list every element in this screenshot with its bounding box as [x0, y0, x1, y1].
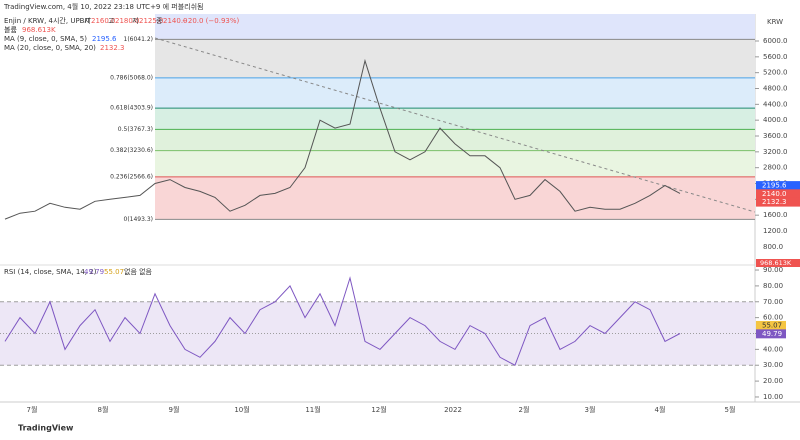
fib-label: 0.786(5068.0) [110, 74, 153, 81]
y-tick-label: 3200.0 [763, 148, 788, 156]
price-marker [756, 181, 800, 191]
y-tick-label: 2800.0 [763, 164, 788, 172]
rsi-tick-label: 80.00 [763, 282, 783, 290]
legend-volume: 968.613K [22, 26, 56, 34]
fib-zone [155, 176, 755, 220]
rsi-tick-label: 20.00 [763, 377, 783, 385]
legend-change: −20.0 (−0.93%) [182, 17, 240, 25]
volume-marker-label: 968.613K [760, 259, 792, 267]
volume-tick-label: 800.0 [763, 243, 783, 251]
fib-label: 0.382(3230.6) [110, 147, 153, 154]
fib-zone [155, 108, 755, 130]
legend-ma20: 2132.3 [100, 44, 125, 52]
y-tick-label: 4000.0 [763, 116, 788, 124]
ohlc-label: 고 [108, 17, 115, 25]
y-tick-label: 4400.0 [763, 100, 788, 108]
rsi-title: RSI (14, close, SMA, 14, 2) [4, 268, 97, 276]
y-tick-label: 5200.0 [763, 69, 788, 77]
fib-zone [155, 129, 755, 151]
rsi-tick-label: 70.00 [763, 298, 783, 306]
x-tick-label: 4월 [655, 405, 666, 414]
rsi-tick-label: 60.00 [763, 314, 783, 322]
rsi-band-fill [0, 301, 755, 366]
ohlc-label: 저 [132, 16, 138, 25]
legend-volume-label: 볼륨 [4, 25, 17, 34]
x-tick-label: 7월 [27, 405, 38, 414]
header: TradingView.com, 4월 10, 2022 23:18 UTC+9… [3, 2, 203, 11]
fib-zone [155, 150, 755, 177]
y-tick-label: 3600.0 [763, 132, 788, 140]
rsi-line [4, 276, 681, 366]
x-tick-label: 11월 [305, 405, 320, 414]
price-marker [756, 197, 800, 207]
price-marker-label: 2195.6 [762, 182, 787, 190]
ohlc-value: 2125.0 [139, 17, 164, 25]
x-tick-label: 3월 [585, 405, 596, 414]
fib-label: 1(6041.2) [124, 36, 154, 43]
rsi-tick-label: 90.00 [763, 266, 783, 274]
price-line [4, 58, 681, 220]
rsi-marker [756, 329, 786, 339]
fib-label: 0.236(2566.6) [110, 173, 153, 180]
rsi-marker-label: 49.79 [762, 330, 782, 338]
rsi-ma: 55.07 [104, 268, 124, 276]
y-tick-label: 5600.0 [763, 53, 788, 61]
x-tick-label: 9월 [169, 405, 180, 414]
x-tick-label: 12월 [371, 405, 386, 414]
rsi-marker-label: 55.07 [762, 321, 782, 329]
trend-line [154, 37, 756, 213]
fib-label: 0.618(4303.9) [110, 105, 153, 112]
ohlc-value: 2180.0 [115, 17, 140, 25]
ohlc-value: 2160.0 [91, 17, 116, 25]
ohlc-value: 2140.0 [163, 17, 188, 25]
fib-zone [155, 39, 755, 78]
rsi-tick-label: 10.00 [763, 393, 783, 401]
price-marker-label: 2132.3 [762, 198, 787, 206]
fib-label: 0.5(3767.3) [118, 126, 153, 133]
x-tick-label: 2022 [444, 406, 462, 414]
volume-marker [756, 259, 800, 267]
ohlc-label: 시 [84, 17, 90, 25]
rsi-marker [756, 320, 786, 330]
y-tick-label: 4800.0 [763, 85, 788, 93]
legend-ma20-label: MA (20, close, 0, SMA, 20) [4, 44, 96, 52]
fib-top [155, 14, 755, 40]
rsi-extra: 없음 없음 [124, 268, 153, 276]
x-tick-label: 8월 [98, 405, 109, 414]
legend-ma9: 2195.6 [92, 35, 117, 43]
x-tick-label: 5월 [725, 405, 736, 414]
currency: KRW [767, 18, 783, 26]
x-tick-label: 2월 [519, 405, 530, 414]
fib-label: 0(1493.3) [124, 216, 154, 223]
legend-symbol: Enjin / KRW, 4시간, UPBIT [4, 16, 92, 25]
legend-ma9-label: MA (9, close, 0, SMA, 5) [4, 35, 87, 43]
y-tick-label: 6000.0 [763, 37, 788, 45]
price-marker-label: 2140.0 [762, 190, 787, 198]
y-tick-label: 1600.0 [763, 211, 788, 219]
ohlc-label: 종 [156, 17, 163, 25]
rsi-tick-label: 40.00 [763, 345, 783, 353]
rsi-value: 49.79 [84, 268, 104, 276]
fib-zone [155, 77, 755, 109]
footer-logo: TradingView [18, 424, 74, 433]
rsi-tick-label: 30.00 [763, 361, 783, 369]
x-tick-label: 10월 [234, 405, 249, 414]
volume-tick-label: 1200.0 [763, 227, 788, 235]
